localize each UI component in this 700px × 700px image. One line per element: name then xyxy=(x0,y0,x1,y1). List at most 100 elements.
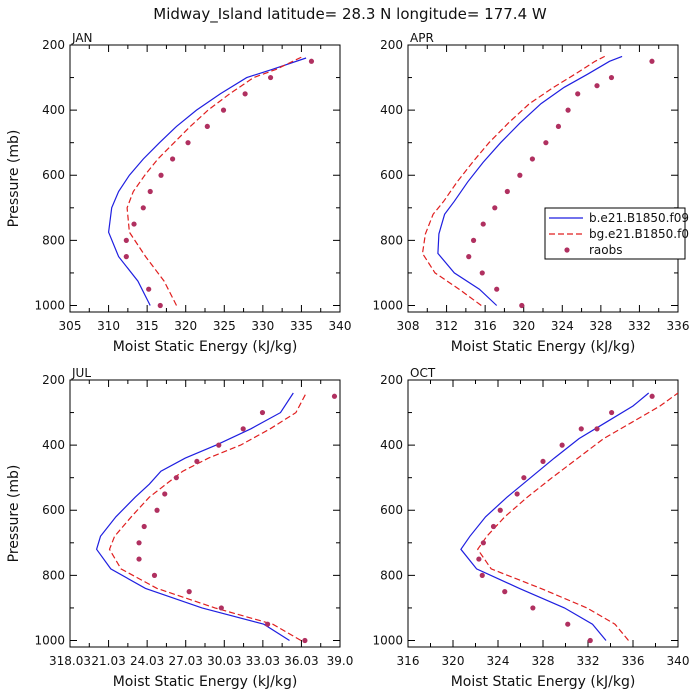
raobs-point xyxy=(216,442,222,448)
y-tick-label: 200 xyxy=(42,38,65,52)
x-tick-label: 336 xyxy=(622,654,645,668)
raobs-point xyxy=(186,589,192,595)
raobs-point xyxy=(302,637,308,644)
y-tick-label: 800 xyxy=(42,568,65,582)
y-tick-label: 1000 xyxy=(372,633,403,647)
raobs-point xyxy=(476,556,482,562)
b-series-line xyxy=(460,392,650,641)
panel-jul: JUL 318.03 21.03 24.03 27.03 30.03 33.03 36.03 3… xyxy=(6,366,353,690)
raobs-point xyxy=(151,572,158,578)
raobs-point xyxy=(331,393,338,399)
x-tick-label: 320 xyxy=(442,654,465,668)
raobs-point xyxy=(158,172,164,178)
x-tick-label: 21.03 xyxy=(91,654,125,668)
raobs-point xyxy=(141,523,147,530)
raobs-point xyxy=(173,475,179,481)
panel-title: JUL xyxy=(71,366,91,380)
y-tick-label: 400 xyxy=(42,438,65,452)
x-tick-label: 340 xyxy=(667,654,690,668)
y-tick-label: 400 xyxy=(42,103,65,117)
x-tick-label: 320 xyxy=(174,319,197,333)
y-tick-label: 200 xyxy=(380,38,403,52)
x-tick-label: 30.03 xyxy=(207,654,241,668)
legend-label: bg.e21.B1850.f0 xyxy=(589,227,689,241)
raobs-point xyxy=(136,556,142,562)
raobs-point xyxy=(194,458,200,465)
raobs-point xyxy=(555,123,562,130)
bg-series-line xyxy=(126,55,304,306)
raobs-point xyxy=(480,540,486,546)
plot-area xyxy=(107,55,315,309)
y-tick-label: 800 xyxy=(42,233,65,247)
raobs-point xyxy=(608,74,615,81)
raobs-point xyxy=(123,254,129,260)
x-tick-label: 315 xyxy=(136,319,159,333)
raobs-point xyxy=(492,205,498,211)
raobs-point xyxy=(170,156,176,162)
raobs-point xyxy=(470,237,477,243)
panel-title: JAN xyxy=(71,31,93,45)
raobs-point xyxy=(575,91,581,97)
x-tick-label: 328 xyxy=(589,319,612,333)
bg-series-line xyxy=(421,55,605,306)
raobs-point xyxy=(479,572,485,578)
y-tick-label: 200 xyxy=(380,373,403,387)
x-tick-label: 325 xyxy=(213,319,236,333)
x-axis-label: Moist Static Energy (kJ/kg) xyxy=(451,674,636,690)
y-tick-label: 400 xyxy=(380,103,403,117)
x-tick-label: 335 xyxy=(290,319,313,333)
raobs-point xyxy=(565,621,571,627)
raobs-point xyxy=(594,426,600,432)
x-tick-label: 39.0 xyxy=(327,654,354,668)
y-tick-label: 1000 xyxy=(34,298,65,312)
x-tick-label: 27.03 xyxy=(169,654,203,668)
raobs-point xyxy=(529,156,535,162)
x-tick-label: 318.03 xyxy=(49,654,91,668)
raobs-point xyxy=(267,74,274,81)
x-tick-label: 332 xyxy=(577,654,600,668)
y-axis-label: Pressure (mb) xyxy=(6,130,22,228)
raobs-point xyxy=(502,589,508,595)
y-tick-label: 600 xyxy=(42,168,65,182)
x-tick-label: 305 xyxy=(59,319,82,333)
panel-apr: APR 308 312 316 320 324 328 332 336 200 400 600 800 1… xyxy=(372,31,689,355)
raobs-point xyxy=(504,188,510,195)
raobs-point xyxy=(123,237,129,243)
y-axis-label: Pressure (mb) xyxy=(6,465,22,563)
plot-frame xyxy=(69,44,341,313)
raobs-point xyxy=(131,221,137,227)
raobs-point xyxy=(146,286,152,292)
raobs-point xyxy=(649,58,655,64)
raobs-point xyxy=(594,83,600,89)
x-axis-label: Moist Static Energy (kJ/kg) xyxy=(113,339,298,355)
plot-frame xyxy=(407,44,679,313)
x-tick-label: 328 xyxy=(532,654,555,668)
plot-area xyxy=(460,392,678,644)
legend: b.e21.B1850.f09 bg.e21.B1850.f0 raobs xyxy=(544,207,689,260)
x-tick-label: 36.03 xyxy=(284,654,318,668)
x-tick-label: 24.03 xyxy=(130,654,164,668)
x-tick-label: 330 xyxy=(251,319,274,333)
x-axis-label: Moist Static Energy (kJ/kg) xyxy=(451,339,636,355)
panel-title: OCT xyxy=(410,366,436,380)
bg-series-line xyxy=(476,392,678,641)
raobs-point xyxy=(530,605,536,611)
raobs-point xyxy=(220,107,227,113)
x-tick-label: 340 xyxy=(329,319,352,333)
raobs-point xyxy=(204,123,210,130)
raobs-point xyxy=(242,91,248,97)
raobs-point xyxy=(517,172,523,178)
legend-marker-raobs xyxy=(564,247,570,253)
raobs-point xyxy=(466,254,472,260)
y-tick-label: 800 xyxy=(380,233,403,247)
y-tick-label: 600 xyxy=(380,168,403,182)
raobs-point xyxy=(259,409,266,416)
x-tick-label: 324 xyxy=(551,319,574,333)
raobs-point xyxy=(265,621,271,627)
x-tick-label: 312 xyxy=(435,319,458,333)
raobs-point xyxy=(480,221,486,227)
raobs-point xyxy=(490,523,497,530)
panel-title: APR xyxy=(410,31,434,45)
legend-label: raobs xyxy=(589,243,623,257)
